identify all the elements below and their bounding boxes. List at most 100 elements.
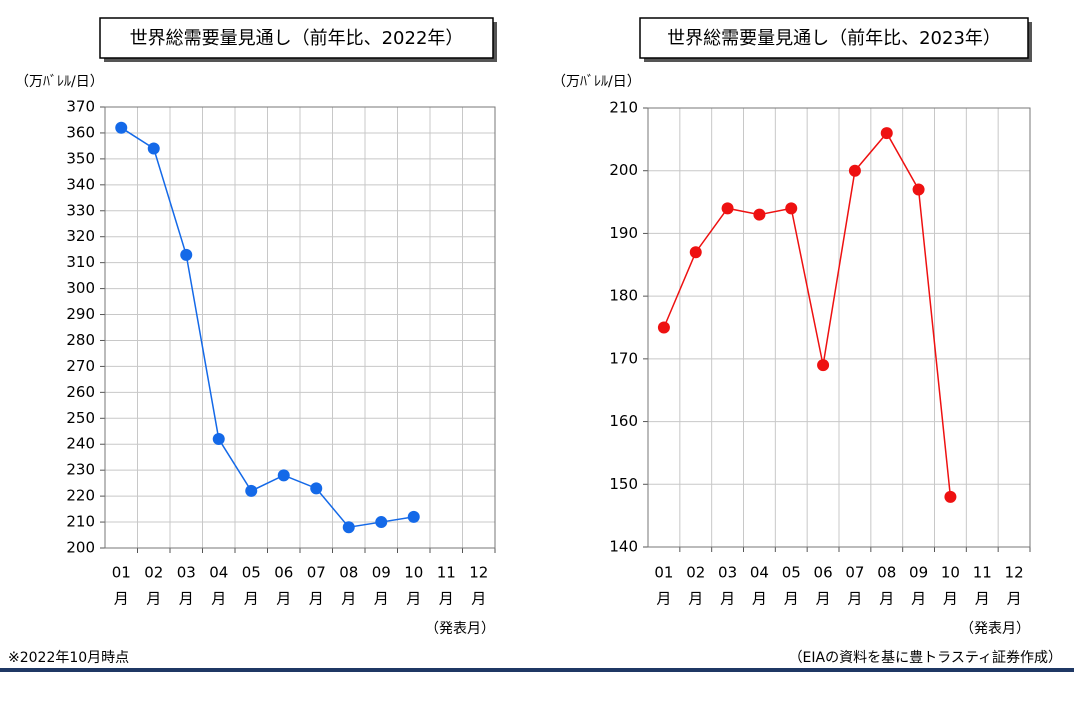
marker [147, 142, 160, 155]
x-tick-label: 05 [782, 564, 801, 582]
y-tick-label: 230 [66, 461, 95, 479]
x-tick-label: 12 [1005, 564, 1024, 582]
y-tick-label: 150 [609, 475, 638, 493]
x-tick-label: 02 [686, 564, 705, 582]
x-tick-label: 07 [845, 564, 864, 582]
x-tick-suffix: 月 [879, 590, 894, 608]
x-tick-suffix: 月 [439, 590, 454, 608]
marker [753, 208, 766, 221]
x-tick-label: 04 [209, 564, 228, 582]
x-tick-suffix: 月 [406, 590, 421, 608]
y-tick-label: 200 [66, 539, 95, 557]
marker [880, 127, 893, 140]
x-tick-suffix: 月 [911, 590, 926, 608]
marker [657, 321, 670, 334]
y-tick-label: 290 [66, 305, 95, 323]
x-tick-label: 02 [144, 564, 163, 582]
y-tick-label: 200 [609, 161, 638, 179]
x-tick-suffix: 月 [816, 590, 831, 608]
marker [721, 202, 734, 215]
marker [212, 433, 225, 446]
x-tick-label: 01 [654, 564, 673, 582]
chart-title: 世界総需要量見通し（前年比、2023年） [667, 28, 1001, 49]
x-tick-suffix: 月 [114, 590, 129, 608]
y-tick-label: 360 [66, 123, 95, 141]
x-tick-suffix: 月 [211, 590, 226, 608]
x-tick-suffix: 月 [179, 590, 194, 608]
y-tick-label: 340 [66, 175, 95, 193]
marker [375, 516, 388, 529]
x-tick-label: 06 [274, 564, 293, 582]
x-tick-suffix: 月 [656, 590, 671, 608]
title-box [639, 17, 1029, 59]
y-tick-label: 140 [609, 538, 638, 556]
x-tick-label: 04 [750, 564, 769, 582]
marker [180, 248, 193, 261]
y-tick-label: 190 [609, 224, 638, 242]
title-box [99, 17, 494, 59]
x-tick-label: 12 [469, 564, 488, 582]
y-tick-label: 350 [66, 149, 95, 167]
plot-frame [647, 107, 1031, 548]
x-tick-suffix: 月 [471, 590, 486, 608]
x-tick-suffix: 月 [276, 590, 291, 608]
marker [944, 490, 957, 503]
x-tick-label: 09 [909, 564, 928, 582]
footnote: ※2022年10月時点 [8, 650, 129, 666]
x-tick-suffix: 月 [341, 590, 356, 608]
marker [115, 121, 128, 134]
x-tick-label: 11 [437, 564, 456, 582]
y-tick-label: 180 [609, 287, 638, 305]
x-tick-label: 03 [718, 564, 737, 582]
y-tick-label: 210 [66, 513, 95, 531]
line [663, 131, 952, 497]
y-tick-label: 260 [66, 383, 95, 401]
x-tick-label: 08 [339, 564, 358, 582]
x-tick-suffix: 月 [309, 590, 324, 608]
marker [342, 521, 355, 534]
marker [245, 484, 258, 497]
divider [0, 668, 1074, 672]
marker [817, 359, 830, 372]
y-tick-label: 280 [66, 331, 95, 349]
y-tick-label: 250 [66, 409, 95, 427]
x-axis-label: （発表月） [425, 621, 495, 637]
x-tick-label: 10 [941, 564, 960, 582]
y-tick-label: 330 [66, 201, 95, 219]
x-tick-suffix: 月 [688, 590, 703, 608]
y-tick-label: 370 [66, 98, 95, 116]
x-tick-label: 01 [112, 564, 131, 582]
plot-frame [104, 106, 496, 549]
x-tick-suffix: 月 [374, 590, 389, 608]
x-tick-label: 03 [177, 564, 196, 582]
y-tick-label: 240 [66, 435, 95, 453]
marker [310, 482, 323, 495]
y-axis-label: （万ﾊﾞﾚﾙ/日） [15, 74, 104, 90]
marker [689, 246, 702, 259]
x-tick-suffix: 月 [1007, 590, 1022, 608]
x-tick-suffix: 月 [146, 590, 161, 608]
marker [277, 469, 290, 482]
y-tick-label: 300 [66, 279, 95, 297]
marker [848, 164, 861, 177]
x-axis-label: （発表月） [960, 621, 1030, 637]
y-tick-label: 170 [609, 349, 638, 367]
marker [912, 183, 925, 196]
marker [785, 202, 798, 215]
x-tick-suffix: 月 [975, 590, 990, 608]
source: （EIAの資料を基に豊トラスティ証券作成） [789, 649, 1062, 666]
x-tick-label: 06 [814, 564, 833, 582]
x-tick-suffix: 月 [244, 590, 259, 608]
marker [407, 510, 420, 523]
x-tick-label: 07 [307, 564, 326, 582]
y-tick-label: 310 [66, 253, 95, 271]
x-tick-label: 09 [372, 564, 391, 582]
y-axis-label: （万ﾊﾞﾚﾙ/日） [552, 74, 641, 90]
x-tick-suffix: 月 [784, 590, 799, 608]
x-tick-label: 10 [404, 564, 423, 582]
x-tick-suffix: 月 [847, 590, 862, 608]
y-tick-label: 270 [66, 357, 95, 375]
y-tick-label: 320 [66, 227, 95, 245]
x-tick-label: 11 [973, 564, 992, 582]
